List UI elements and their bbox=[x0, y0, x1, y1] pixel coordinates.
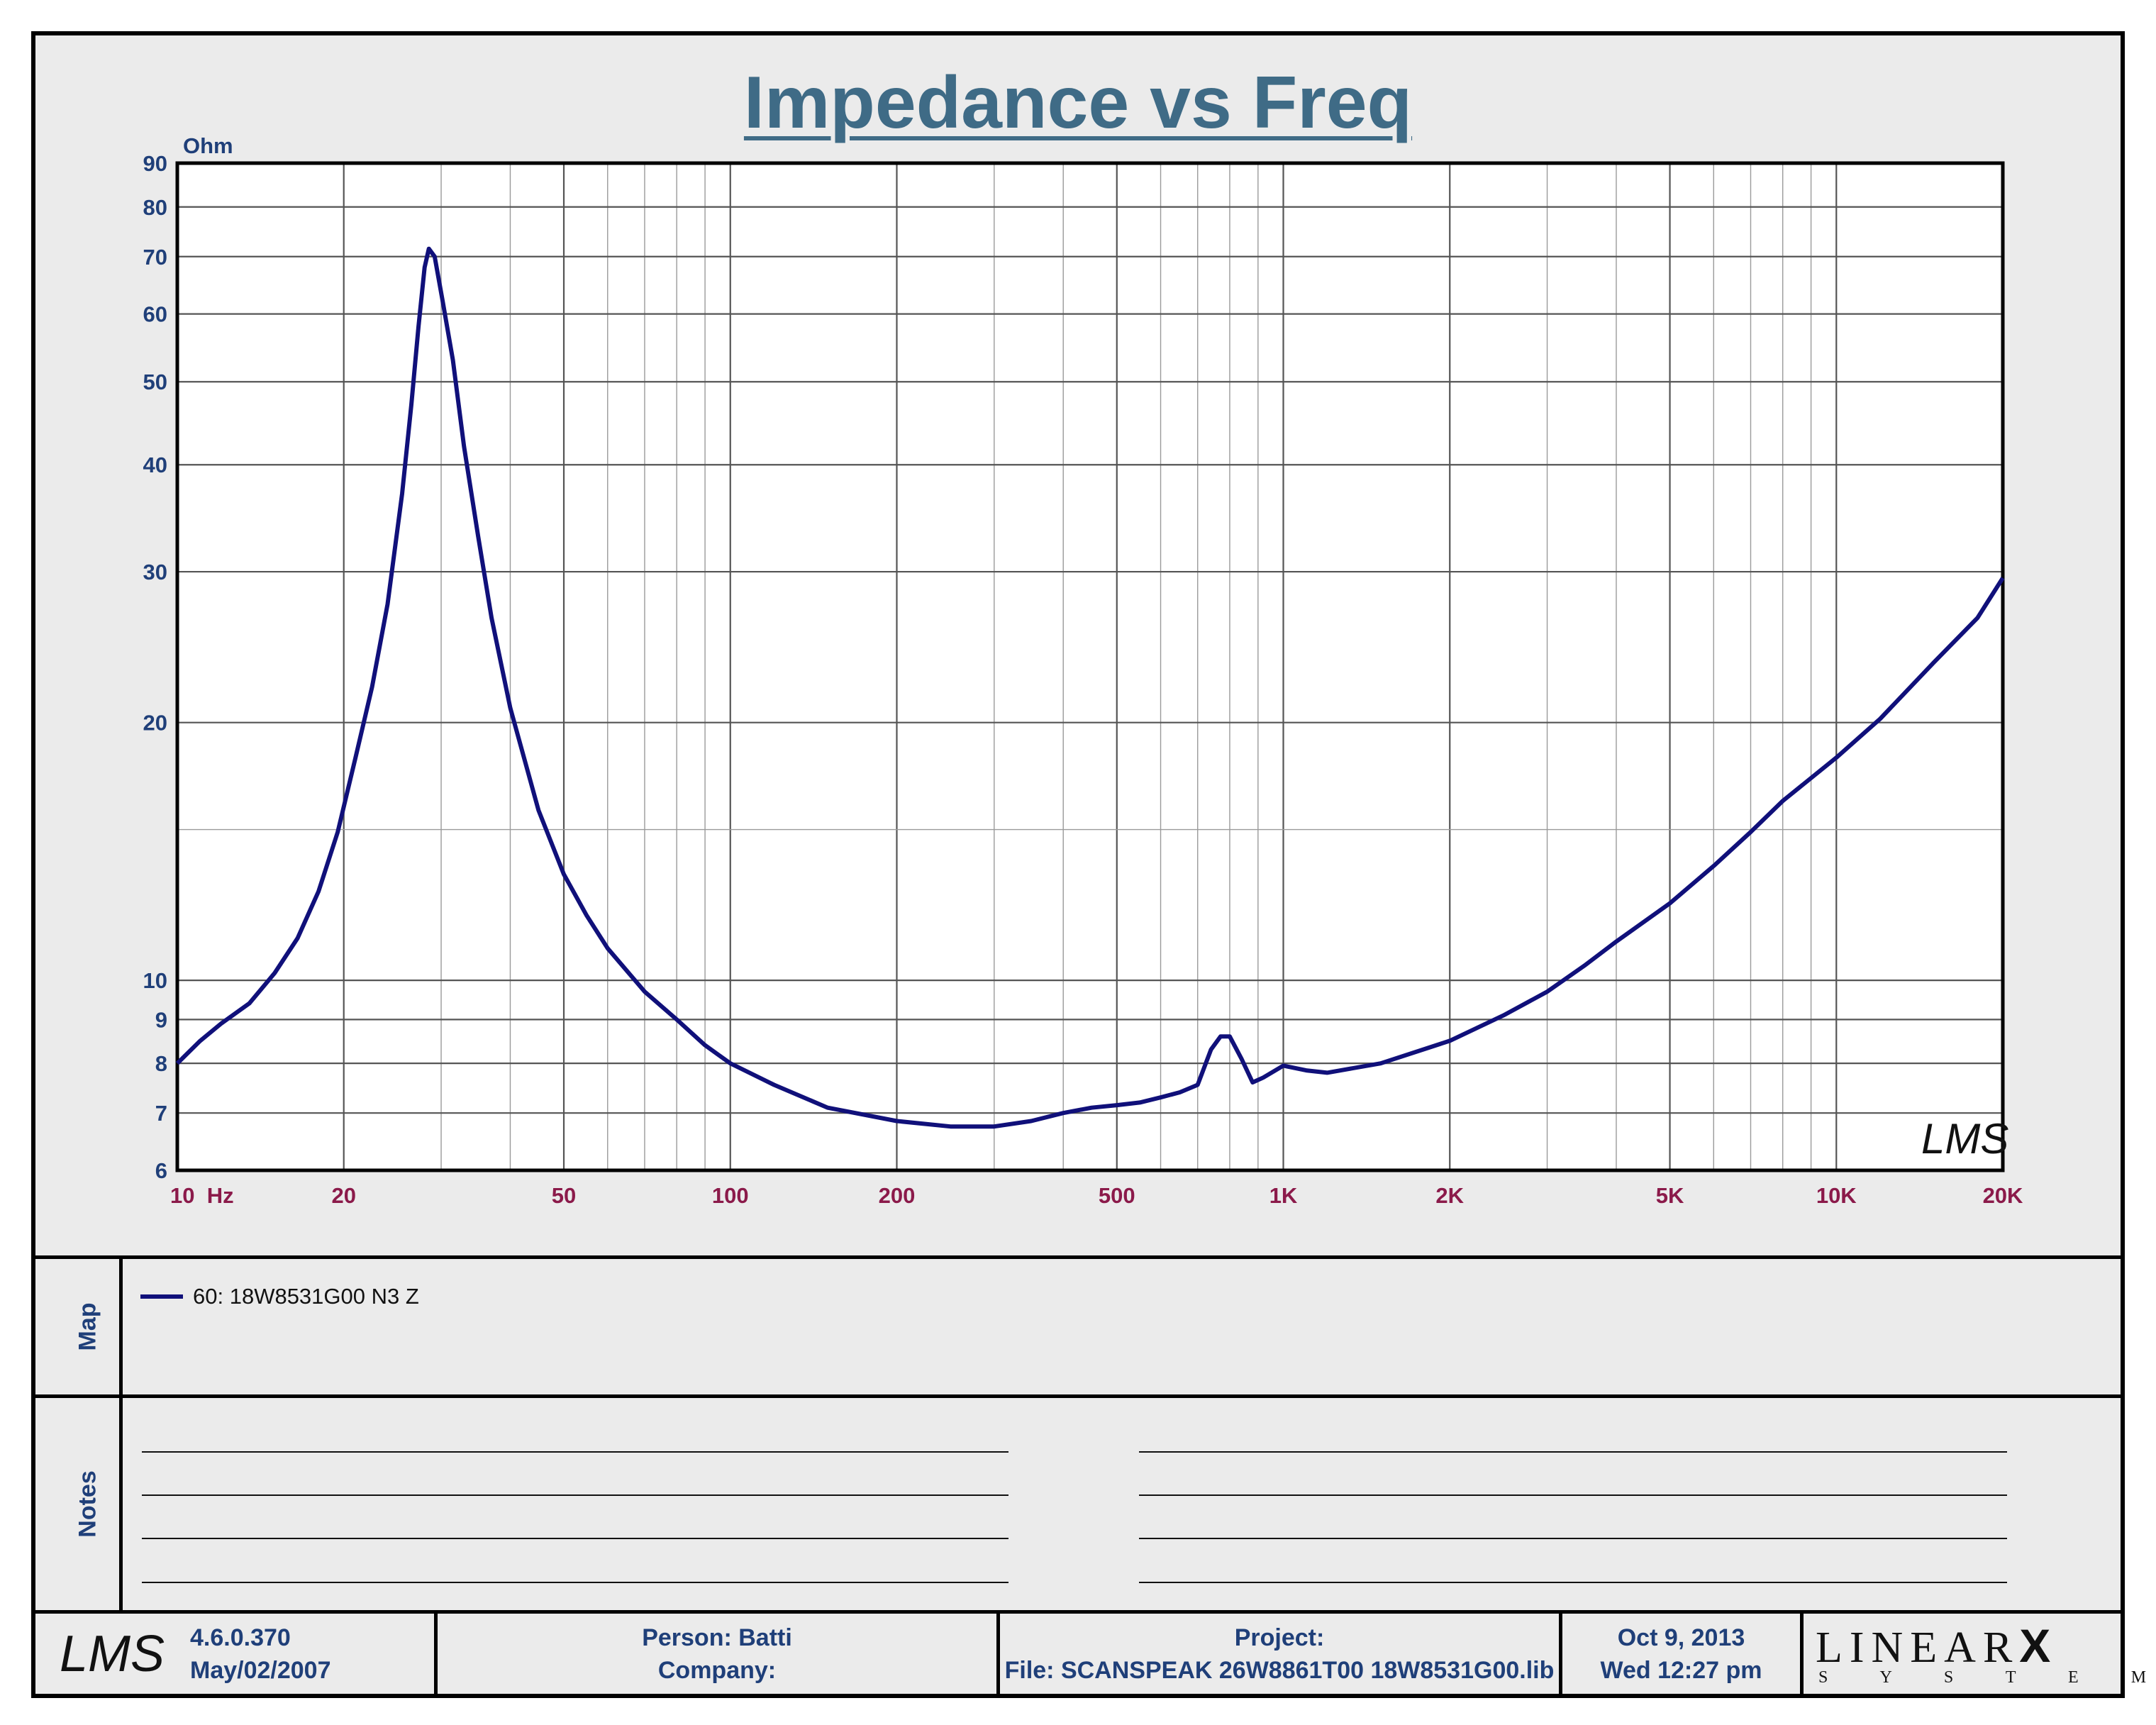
y-tick-label: 7 bbox=[155, 1101, 167, 1126]
y-tick-label: 20 bbox=[143, 711, 167, 736]
x-tick-label: 10 Hz bbox=[170, 1183, 234, 1208]
plot-area bbox=[177, 163, 2003, 1170]
impedance-curve bbox=[175, 246, 2005, 1129]
y-axis-label: Ohm bbox=[183, 133, 233, 158]
x-tick-label: 20 bbox=[331, 1183, 355, 1208]
linearx-logo: LINEARX S Y S T E M S bbox=[1808, 1619, 2156, 1692]
report-frame: Impedance vs Freq 6 7 8 9 10 20 30 40 50 60 70 80 90… bbox=[31, 31, 2156, 1698]
brand-x: X bbox=[2019, 1619, 2058, 1672]
y-tick-label: 10 bbox=[143, 968, 167, 993]
legend-swatch bbox=[140, 1294, 183, 1299]
legend-label: 60: 18W8531G00 N3 Z bbox=[193, 1284, 419, 1309]
note-line[interactable] bbox=[142, 1494, 1008, 1496]
brand-name: LINEAR bbox=[1816, 1624, 2020, 1672]
person-text: Person: Batti bbox=[642, 1624, 792, 1651]
impedance-chart: 6 7 8 9 10 20 30 40 50 60 70 80 90 Ohm 10 Hz 20 50 100 200… bbox=[143, 133, 2024, 1208]
x-tick-label: 2K bbox=[1435, 1183, 1464, 1208]
separator-sidelabel bbox=[119, 1255, 123, 1614]
footer-sep-3 bbox=[1559, 1610, 1562, 1698]
notes-label: Notes bbox=[74, 1470, 101, 1538]
project-text: Project: bbox=[1234, 1624, 1325, 1651]
y-tick-label: 8 bbox=[155, 1051, 167, 1076]
lms-watermark: LMS bbox=[1921, 1115, 2008, 1163]
page-title: Impedance vs Freq bbox=[743, 62, 1413, 144]
time-text: Wed 12:27 pm bbox=[1600, 1657, 1762, 1684]
x-tick-label: 20K bbox=[1983, 1183, 2023, 1208]
date-block: Oct 9, 2013 Wed 12:27 pm bbox=[1562, 1621, 1800, 1687]
version-date: May/02/2007 bbox=[190, 1657, 331, 1684]
map-label: Map bbox=[74, 1302, 101, 1351]
y-tick-label: 80 bbox=[143, 195, 167, 220]
company-text: Company: bbox=[657, 1657, 777, 1684]
separator-map-notes bbox=[35, 1394, 2121, 1398]
separator-notes-footer bbox=[35, 1610, 2121, 1614]
y-tick-label: 30 bbox=[143, 560, 167, 584]
x-tick-label: 200 bbox=[879, 1183, 916, 1208]
map-section-label: Map bbox=[67, 1259, 109, 1394]
file-text: File: SCANSPEAK 26W8861T00 18W8531G00.li… bbox=[1004, 1657, 1555, 1684]
project-block: Project: File: SCANSPEAK 26W8861T00 18W8… bbox=[1000, 1621, 1559, 1687]
note-line[interactable] bbox=[142, 1451, 1008, 1453]
y-tick-label: 60 bbox=[143, 302, 167, 327]
y-tick-label: 40 bbox=[143, 453, 167, 477]
x-tick-label: 1K bbox=[1269, 1183, 1298, 1208]
y-tick-label: 6 bbox=[155, 1158, 167, 1183]
y-tick-label: 70 bbox=[143, 245, 167, 270]
lms-logo-text: LMS bbox=[60, 1626, 165, 1682]
x-tick-label: 500 bbox=[1099, 1183, 1135, 1208]
note-line[interactable] bbox=[142, 1538, 1008, 1539]
brand-sub: S Y S T E M S bbox=[1818, 1668, 2156, 1687]
x-tick-label: 5K bbox=[1656, 1183, 1684, 1208]
lms-logo: LMS bbox=[60, 1626, 165, 1682]
person-block: Person: Batti Company: bbox=[438, 1621, 996, 1687]
x-tick-label: 100 bbox=[712, 1183, 749, 1208]
separator-chart-map bbox=[35, 1255, 2121, 1259]
y-tick-label: 50 bbox=[143, 370, 167, 394]
note-line[interactable] bbox=[1139, 1538, 2007, 1539]
footer-sep-1 bbox=[434, 1610, 438, 1698]
y-tick-label: 90 bbox=[143, 151, 167, 176]
footer-sep-4 bbox=[1800, 1610, 1804, 1698]
note-line[interactable] bbox=[1139, 1494, 2007, 1496]
x-tick-label: 10K bbox=[1816, 1183, 1857, 1208]
note-line[interactable] bbox=[142, 1582, 1008, 1583]
note-line[interactable] bbox=[1139, 1451, 2007, 1453]
plot-border bbox=[175, 161, 2005, 1172]
x-tick-label: 50 bbox=[552, 1183, 576, 1208]
date-text: Oct 9, 2013 bbox=[1617, 1624, 1745, 1651]
version-number: 4.6.0.370 bbox=[190, 1624, 291, 1651]
legend-entry: 60: 18W8531G00 N3 Z bbox=[140, 1284, 419, 1309]
version-block: 4.6.0.370 May/02/2007 bbox=[190, 1621, 403, 1687]
y-tick-label: 9 bbox=[155, 1007, 167, 1032]
footer-sep-2 bbox=[996, 1610, 1000, 1698]
note-line[interactable] bbox=[1139, 1582, 2007, 1583]
notes-section-label: Notes bbox=[67, 1398, 109, 1610]
